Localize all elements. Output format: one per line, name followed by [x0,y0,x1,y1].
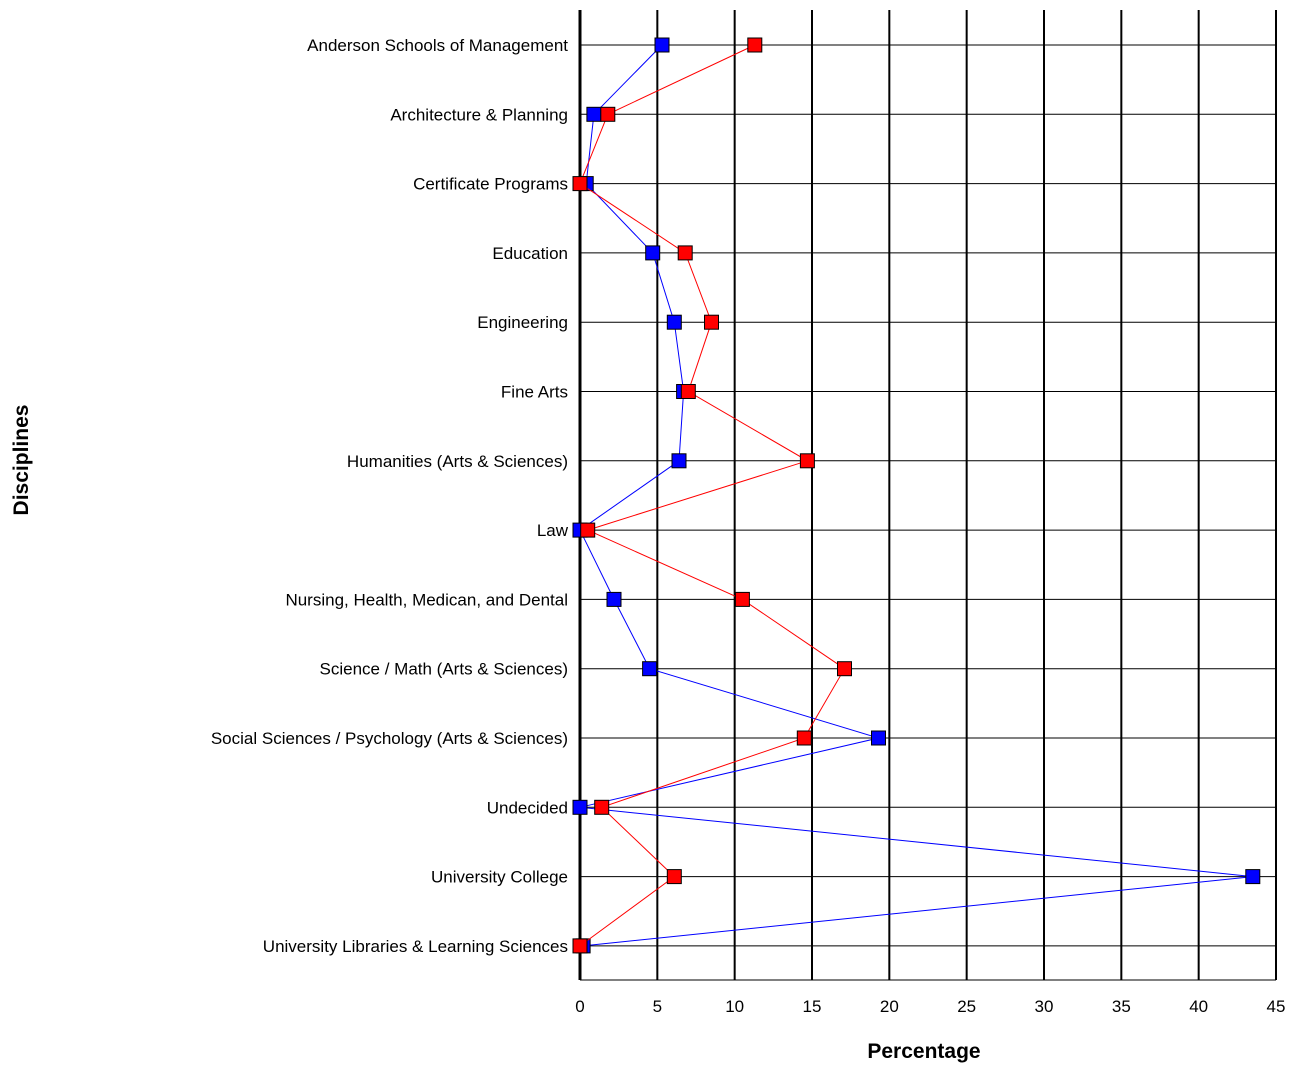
data-point-marker [606,591,622,607]
category-label: University College [431,868,568,887]
x-tick-label: 45 [1267,997,1286,1016]
data-point-marker [734,591,750,607]
category-label: Anderson Schools of Management [307,36,568,55]
x-tick-label: 20 [880,997,899,1016]
data-point-marker [572,799,588,815]
data-point-marker [796,730,812,746]
category-label: Education [492,244,568,263]
series-2 [572,37,852,954]
x-tick-label: 30 [1035,997,1054,1016]
data-point-marker [1245,869,1261,885]
data-point-marker [871,730,886,746]
data-point-marker [586,106,602,122]
y-axis-title: Disciplines [10,405,33,516]
data-point-marker [654,37,670,53]
x-tick-label: 15 [803,997,822,1016]
data-point-marker [837,661,852,677]
data-point-marker [666,314,682,330]
category-label: Humanities (Arts & Sciences) [347,452,568,471]
series-line [579,44,1253,947]
grid-layer [580,10,1277,981]
category-label: Social Sciences / Psychology (Arts & Sci… [211,729,568,748]
data-point-marker [680,384,696,399]
category-labels: Anderson Schools of Management Architectu… [211,36,569,956]
category-label: Architecture & Planning [390,105,568,124]
data-point-marker [600,106,616,122]
data-point-marker [580,522,596,538]
category-label: Fine Arts [501,383,568,402]
data-point-marker [666,869,682,885]
series-1 [572,37,1261,954]
x-axis-title: Percentage [867,1040,980,1063]
category-label: Science / Math (Arts & Sciences) [320,660,568,679]
data-point-marker [645,245,661,261]
tick-labels: 0 5 10 15 20 25 30 35 40 45 [575,997,1285,1016]
category-label: University Libraries & Learning Sciences [263,937,568,956]
data-point-marker [677,245,693,261]
x-tick-label: 0 [575,997,584,1016]
data-point-marker [799,453,815,469]
data-point-marker [572,938,588,954]
data-point-marker [642,661,658,677]
data-point-marker [572,176,588,192]
x-tick-label: 35 [1112,997,1131,1016]
x-tick-label: 40 [1189,997,1208,1016]
x-tick-label: 10 [725,997,744,1016]
category-label: Certificate Programs [413,175,568,194]
data-point-marker [594,799,610,815]
data-point-marker [747,37,763,53]
x-tick-label: 25 [957,997,976,1016]
category-label: Nursing, Health, Medican, and Dental [285,590,568,609]
series-line [579,44,846,947]
data-point-marker [671,453,687,469]
series-layer [572,37,1261,954]
category-label: Law [537,521,569,540]
category-label: Undecided [487,798,568,817]
data-point-marker [704,314,719,330]
category-label: Engineering [477,313,568,332]
x-tick-label: 5 [653,997,662,1016]
